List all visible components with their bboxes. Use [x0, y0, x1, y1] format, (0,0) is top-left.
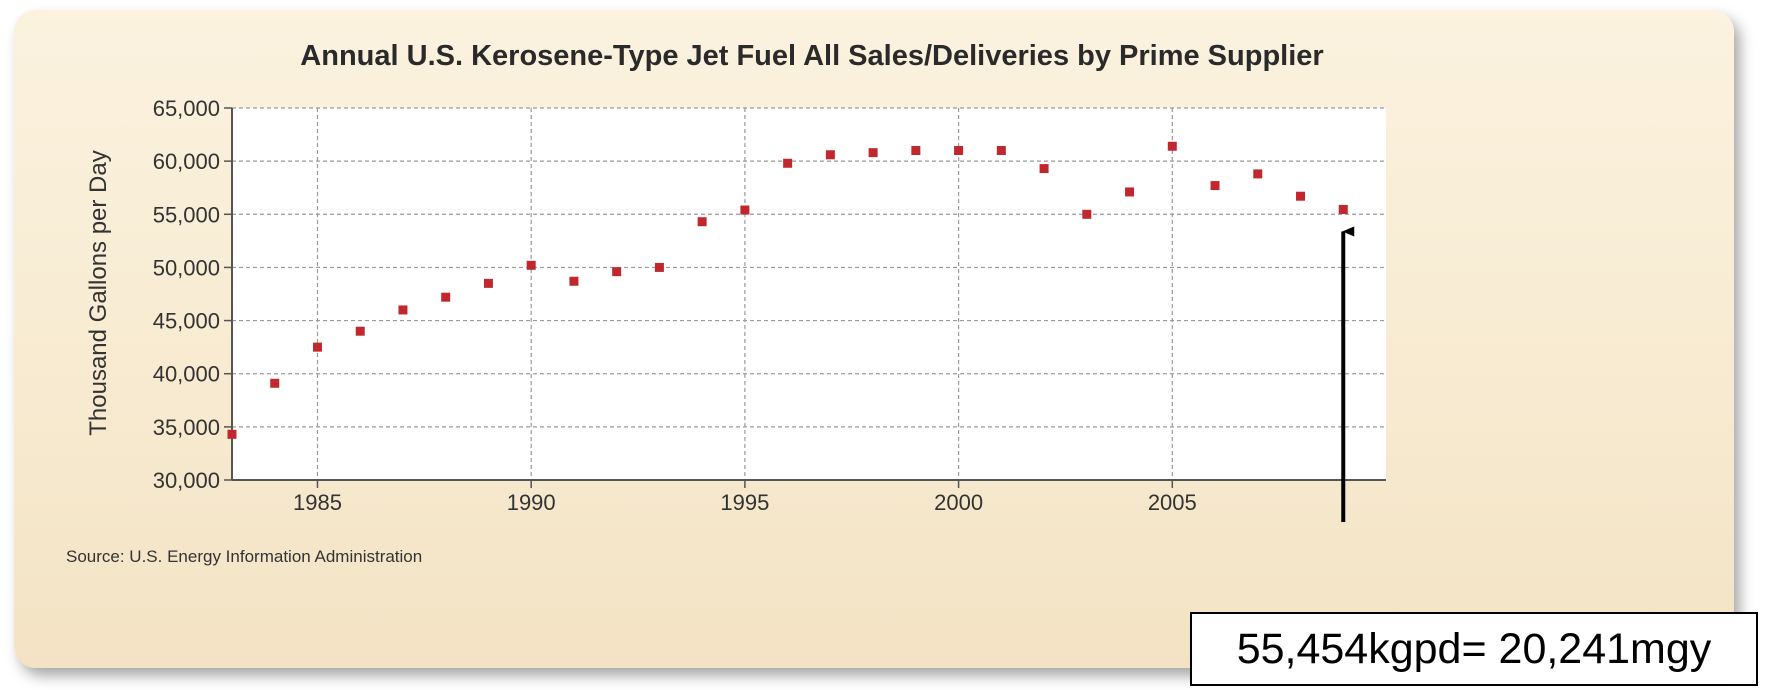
grid	[232, 107, 1386, 480]
annotation-callout: 55,454kgpd= 20,241mgy	[1190, 612, 1758, 686]
y-tick-labels: 30,000 35,000 40,000 45,000 50,000 55,000 60,0…	[153, 96, 220, 493]
data-point	[612, 267, 622, 277]
data-point	[868, 148, 878, 158]
x-tick-label: 1995	[720, 490, 769, 515]
y-tick-label: 60,000	[153, 149, 220, 174]
data-point	[911, 146, 921, 156]
data-point	[825, 150, 835, 160]
data-point	[355, 326, 365, 336]
data-point	[1167, 141, 1177, 151]
data-point	[783, 158, 793, 168]
y-tick-label: 45,000	[153, 309, 220, 334]
data-point	[1125, 187, 1135, 197]
y-tick-label: 35,000	[153, 415, 220, 440]
data-point	[954, 146, 964, 156]
data-point	[483, 278, 493, 288]
data-point	[227, 429, 237, 439]
data-point	[996, 146, 1006, 156]
y-axis-label: Thousand Gallons per Day	[85, 150, 112, 436]
source-note: Source: U.S. Energy Information Administ…	[66, 547, 422, 566]
y-tick-label: 65,000	[153, 96, 220, 121]
data-point	[270, 378, 280, 388]
data-point	[398, 305, 408, 315]
y-tick-label: 30,000	[153, 468, 220, 493]
x-tick-label: 2000	[934, 490, 983, 515]
data-point	[1210, 181, 1220, 191]
data-point	[1039, 164, 1049, 174]
data-point	[697, 217, 707, 227]
data-point	[1253, 169, 1263, 179]
data-point	[654, 262, 664, 272]
data-point	[1296, 191, 1306, 201]
y-tick-label: 55,000	[153, 202, 220, 227]
data-point	[569, 276, 579, 286]
x-tick-label: 2005	[1148, 490, 1197, 515]
data-point	[441, 292, 451, 302]
data-point	[526, 260, 536, 270]
x-tick-label: 1990	[507, 490, 556, 515]
y-tick-label: 50,000	[153, 255, 220, 280]
data-point	[1082, 209, 1092, 219]
chart-title: Annual U.S. Kerosene-Type Jet Fuel All S…	[300, 40, 1323, 72]
data-point	[1338, 204, 1348, 214]
data-point	[312, 342, 322, 352]
y-tick-label: 40,000	[153, 362, 220, 387]
plot-area	[232, 108, 1386, 480]
data-points	[227, 141, 1348, 439]
data-point	[740, 205, 750, 215]
axes	[224, 107, 1386, 488]
x-tick-label: 1985	[293, 490, 342, 515]
x-tick-labels: 1985 1990 1995 2000 2005	[293, 490, 1197, 515]
